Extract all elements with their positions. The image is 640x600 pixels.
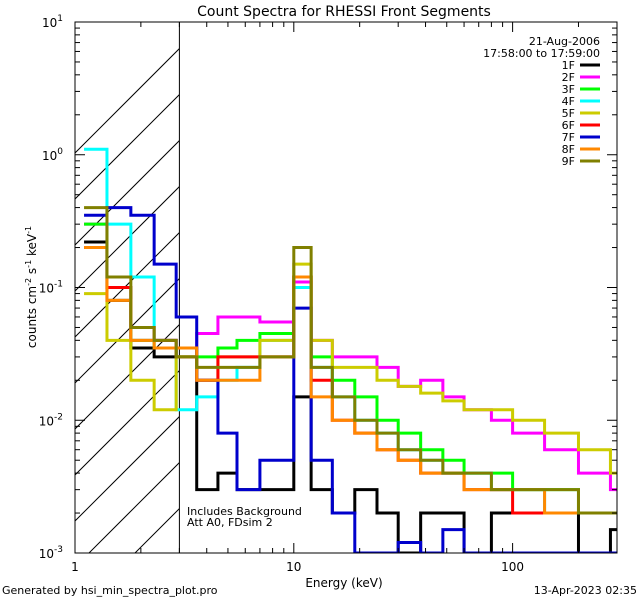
- y-tick-label: 10-3: [39, 545, 63, 561]
- legend-label-2F: 2F: [562, 71, 575, 84]
- legend-label-4F: 4F: [562, 95, 575, 108]
- legend-label-6F: 6F: [562, 119, 575, 132]
- legend-label-3F: 3F: [562, 83, 575, 96]
- y-tick-label: 10-1: [39, 280, 63, 296]
- x-tick-label: 100: [501, 560, 524, 574]
- time-range-label: 17:58:00 to 17:59:00: [483, 47, 600, 60]
- axes: 1 10 100 101 100 10-1 10-2 10-3: [39, 14, 618, 574]
- chart-title: Count Spectra for RHESSI Front Segments: [197, 4, 491, 20]
- hatch-lines: [75, 47, 180, 553]
- series-line-4F: [84, 147, 617, 515]
- y-tick-label: 100: [42, 147, 63, 163]
- y-axis-label: counts cm-2 s-1 keV-1: [24, 226, 39, 348]
- legend-label-7F: 7F: [562, 131, 575, 144]
- attenuator-annotation: Att A0, FDsim 2: [187, 516, 273, 529]
- series-line-9F: [84, 206, 617, 515]
- series-lines: [84, 147, 617, 553]
- series-line-5F: [84, 262, 617, 475]
- y-tick-label: 101: [42, 14, 63, 30]
- date-label: 21-Aug-2006: [529, 35, 600, 48]
- background-annotation: Includes Background: [187, 505, 302, 518]
- plot-frame: [74, 21, 618, 554]
- x-tick-label: 10: [286, 560, 301, 574]
- x-axis-label: Energy (keV): [305, 576, 382, 590]
- legend-label-1F: 1F: [562, 59, 575, 72]
- generator-text: Generated by hsi_min_spectra_plot.pro: [2, 584, 218, 597]
- y-tick-label: 10-2: [39, 412, 63, 428]
- series-line-8F: [84, 246, 617, 515]
- excluded-region-hatch: [75, 22, 180, 553]
- legend-label-5F: 5F: [562, 107, 575, 120]
- legend-label-8F: 8F: [562, 143, 575, 156]
- legend-label-9F: 9F: [562, 155, 575, 168]
- timestamp-text: 13-Apr-2023 02:35: [534, 584, 637, 597]
- x-tick-label: 1: [71, 560, 79, 574]
